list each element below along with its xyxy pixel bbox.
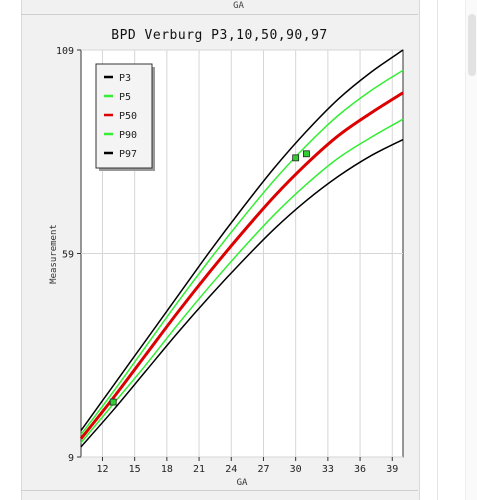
curve-p5 [80, 118, 404, 444]
x-tick-label: 39 [386, 464, 398, 475]
y-tick-label: 9 [68, 453, 74, 464]
axis-ticks: 12 15 18 21 24 27 30 33 36 39 9 59 109 [56, 46, 398, 475]
y-axis-label: Measurement [49, 224, 59, 284]
x-tick-label: 36 [354, 464, 366, 475]
y-tick-label: 59 [62, 250, 74, 261]
x-tick-label: 21 [193, 464, 205, 475]
top-divider [21, 14, 418, 15]
scrollbar-thumb[interactable] [468, 14, 476, 76]
x-tick-label: 33 [322, 464, 334, 475]
curve-p50 [79, 91, 404, 440]
measurement-point [109, 398, 117, 406]
chart-title: BPD Verburg P3,10,50,90,97 [111, 28, 328, 43]
legend-label-p3: P3 [119, 73, 131, 84]
legend-label-p97: P97 [119, 149, 137, 160]
x-tick-label: 15 [129, 464, 141, 475]
percentile-curves [79, 49, 404, 448]
curve-p97 [80, 49, 404, 431]
x-tick-label: 18 [161, 464, 173, 475]
top-axis-label: GA [233, 1, 244, 11]
measurement-points [109, 150, 310, 406]
measurement-point [302, 150, 310, 158]
legend: P3 P5 P50 P90 P97 [95, 63, 155, 171]
vertical-scrollbar[interactable] [465, 0, 477, 500]
x-tick-label: 30 [290, 464, 302, 475]
curve-p90 [80, 69, 404, 436]
x-tick-label: 24 [225, 464, 237, 475]
bottom-divider [21, 490, 418, 491]
measurement-point [292, 154, 300, 162]
x-tick-label: 12 [96, 464, 108, 475]
curve-p3 [80, 138, 404, 448]
y-tick-label: 109 [56, 46, 74, 57]
legend-label-p50: P50 [119, 111, 137, 122]
legend-label-p90: P90 [119, 130, 137, 141]
x-axis-label: GA [237, 478, 248, 488]
x-tick-label: 27 [257, 464, 269, 475]
frame-edge [437, 0, 438, 500]
legend-label-p5: P5 [119, 92, 131, 103]
